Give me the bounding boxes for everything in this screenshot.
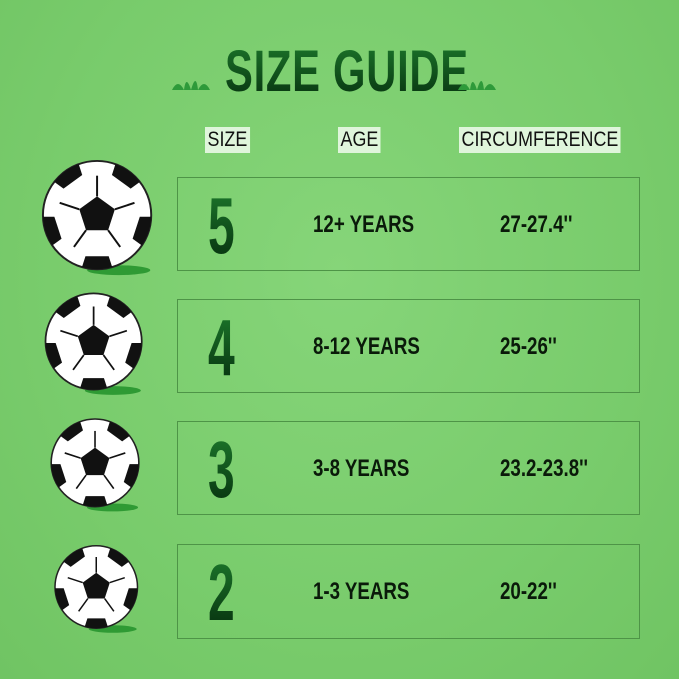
age-value: 8-12 YEARS <box>313 333 420 360</box>
header-circumference: CIRCUMFERENCE <box>459 127 621 153</box>
circumference-value: 23.2-23.8'' <box>500 455 589 482</box>
size-row: 2 1-3 YEARS 20-22'' <box>177 544 640 639</box>
size-value: 4 <box>208 303 235 392</box>
soccer-ball-icon <box>38 289 158 406</box>
header-age: AGE <box>338 127 381 153</box>
soccer-ball-icon <box>48 542 152 643</box>
page-title: SIZE GUIDE <box>225 39 469 104</box>
grass-icon <box>458 81 496 90</box>
size-value: 5 <box>208 181 235 270</box>
size-value: 3 <box>208 425 235 514</box>
header-size: SIZE <box>205 127 250 153</box>
age-value: 3-8 YEARS <box>313 455 410 482</box>
age-value: 12+ YEARS <box>313 211 415 238</box>
size-row: 3 3-8 YEARS 23.2-23.8'' <box>177 421 640 515</box>
soccer-ball-icon <box>44 415 154 522</box>
size-row: 5 12+ YEARS 27-27.4'' <box>177 177 640 271</box>
grass-icon <box>172 81 210 90</box>
soccer-ball-icon <box>35 156 169 287</box>
circumference-value: 20-22'' <box>500 578 557 605</box>
circumference-value: 27-27.4'' <box>500 211 573 238</box>
size-value: 2 <box>208 548 235 637</box>
circumference-value: 25-26'' <box>500 333 557 360</box>
age-value: 1-3 YEARS <box>313 578 410 605</box>
size-row: 4 8-12 YEARS 25-26'' <box>177 299 640 393</box>
